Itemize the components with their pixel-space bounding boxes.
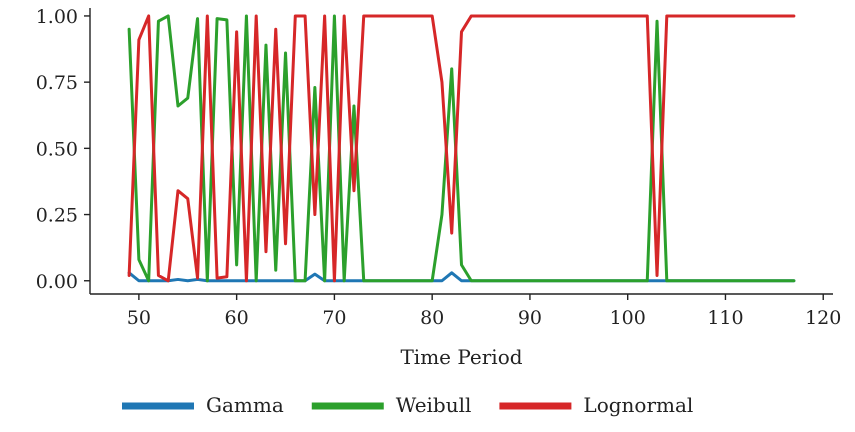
x-tick-label: 60 xyxy=(225,307,249,329)
legend-label-gamma: Gamma xyxy=(206,393,284,417)
series-line-lognormal xyxy=(127,14,796,283)
x-tick-label: 110 xyxy=(707,307,743,329)
series-layer xyxy=(127,14,796,283)
axes: 50 60 70 80 90 100 110 120 0.00 0.25 0.50 0.75 1.00 xyxy=(36,6,842,329)
y-tick-label: 0.75 xyxy=(36,72,78,94)
series-line-weibull xyxy=(127,14,796,283)
y-tick-label: 1.00 xyxy=(36,6,78,28)
legend-label-weibull: Weibull xyxy=(396,393,472,417)
x-tick-label: 120 xyxy=(805,307,841,329)
x-axis-title: Time Period xyxy=(400,345,522,369)
x-tick-label: 50 xyxy=(127,307,151,329)
x-ticks: 50 60 70 80 90 100 110 120 xyxy=(127,294,841,329)
legend-label-lognormal: Lognormal xyxy=(583,393,693,417)
x-tick-label: 100 xyxy=(610,307,646,329)
y-tick-label: 0.00 xyxy=(36,271,78,293)
legend: Gamma Weibull Lognormal xyxy=(122,393,693,417)
x-tick-label: 90 xyxy=(518,307,542,329)
y-ticks: 0.00 0.25 0.50 0.75 1.00 xyxy=(36,6,90,293)
y-tick-label: 0.50 xyxy=(36,138,78,160)
y-tick-label: 0.25 xyxy=(36,205,78,227)
x-tick-label: 70 xyxy=(322,307,346,329)
x-tick-label: 80 xyxy=(420,307,444,329)
